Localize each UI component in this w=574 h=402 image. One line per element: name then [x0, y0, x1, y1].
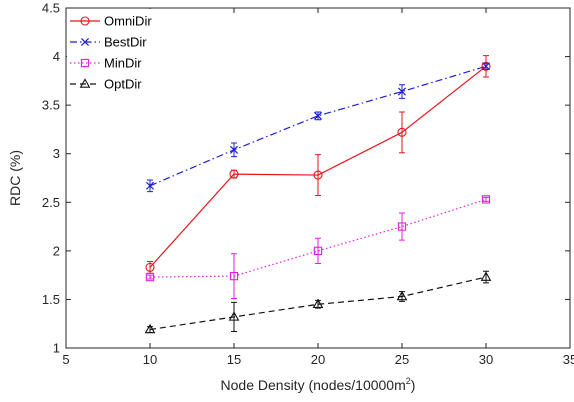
x-tick-label: 25 — [395, 352, 409, 367]
data-point — [396, 290, 408, 301]
data-point — [481, 61, 491, 71]
data-point — [229, 271, 239, 281]
error-bar — [483, 196, 489, 202]
legend-marker — [80, 16, 90, 26]
x-tick-label: 15 — [227, 352, 241, 367]
x-axis-label: Node Density (nodes/10000m2) — [221, 376, 416, 393]
x-tick-label: 35 — [563, 352, 574, 367]
series-layer — [144, 55, 492, 334]
x-axis-label-main: Node Density (nodes/10000m — [221, 377, 406, 393]
data-point — [312, 298, 324, 309]
data-point — [144, 323, 156, 334]
x-axis-label-superscript: 2 — [406, 376, 411, 386]
y-tick-label: 2.5 — [42, 195, 60, 210]
data-point — [397, 222, 407, 231]
legend-label: OmniDir — [104, 14, 152, 29]
series-line-mindir — [149, 198, 487, 278]
data-point — [480, 271, 492, 281]
series-mindir — [145, 195, 491, 299]
y-tick-label: 1.5 — [42, 292, 60, 307]
x-tick-label: 10 — [143, 352, 157, 367]
y-tick-label: 4 — [53, 49, 60, 64]
legend-marker — [80, 37, 90, 47]
data-point — [397, 87, 407, 96]
error-bar — [315, 237, 321, 264]
data-point — [145, 272, 155, 282]
legend-label: BestDir — [104, 35, 147, 50]
error-bar — [231, 253, 237, 299]
data-point — [229, 145, 239, 154]
y-tick-label: 3.5 — [42, 98, 60, 113]
data-point — [313, 111, 323, 120]
data-point — [145, 181, 155, 190]
ticks-layer: 5 10 15 20 25 30 35 1 1.5 2 2.5 3 3.5 4 4.5 — [42, 1, 574, 368]
error-bar — [147, 274, 153, 280]
data-point — [313, 246, 323, 256]
legend-marker — [79, 78, 91, 88]
error-bar — [315, 154, 321, 196]
error-bar — [399, 111, 405, 154]
y-tick-label: 1 — [53, 341, 60, 356]
data-point — [229, 169, 239, 179]
series-line-bestdir — [149, 65, 487, 187]
legend-entry-optdir: OptDir — [70, 77, 142, 92]
legend: OmniDir BestDir MinDir OptDir — [67, 9, 171, 101]
legend-marker — [80, 58, 90, 68]
x-tick-label: 20 — [311, 352, 325, 367]
legend-entries: OmniDir BestDir MinDir OptDir — [70, 14, 152, 92]
legend-box — [67, 9, 171, 101]
series-bestdir — [145, 62, 491, 193]
data-point — [228, 311, 240, 321]
x-tick-label: 5 — [62, 352, 69, 367]
data-point — [145, 262, 155, 272]
legend-entry-mindir: MinDir — [70, 56, 142, 71]
series-line-optdir — [149, 276, 487, 331]
data-point — [313, 170, 323, 180]
legend-entry-omnidir: OmniDir — [70, 14, 152, 29]
legend-label: OptDir — [104, 77, 142, 92]
error-bar — [231, 301, 237, 332]
legend-entry-bestdir: BestDir — [70, 35, 147, 50]
x-axis-label-suffix: ) — [411, 377, 416, 393]
y-tick-label: 2 — [53, 243, 60, 258]
data-point — [481, 62, 491, 71]
y-axis-label: RDC (%) — [7, 150, 23, 206]
error-bar — [399, 212, 405, 241]
y-tick-label: 4.5 — [42, 1, 60, 16]
legend-label: MinDir — [104, 56, 142, 71]
x-tick-label: 30 — [479, 352, 493, 367]
series-omnidir — [145, 55, 491, 274]
series-optdir — [144, 270, 492, 334]
data-point — [397, 127, 407, 137]
y-tick-label: 3 — [53, 146, 60, 161]
data-point — [481, 195, 491, 204]
